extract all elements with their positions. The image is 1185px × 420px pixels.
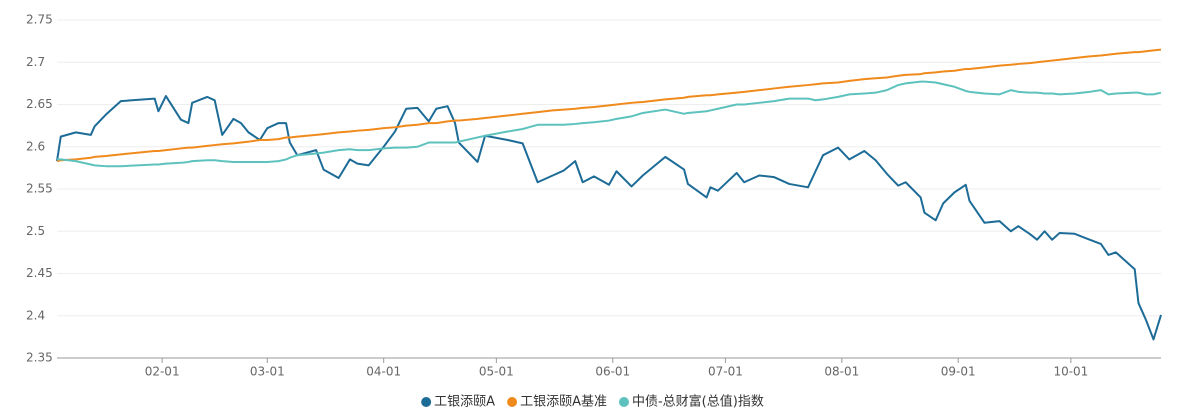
x-tick-label: 09-01 (941, 365, 976, 379)
x-tick-label: 07-01 (708, 365, 743, 379)
x-tick-label: 03-01 (250, 365, 285, 379)
y-tick-label: 2.65 (26, 97, 53, 111)
series-line (57, 80, 1162, 168)
legend-marker (507, 397, 518, 407)
legend-label: 工银添颐A基准 (520, 395, 607, 410)
x-tick-label: 10-01 (1053, 365, 1088, 379)
y-tick-label: 2.7 (26, 55, 45, 69)
series-line (56, 95, 1162, 341)
y-tick-label: 2.6 (26, 139, 45, 153)
legend-marker (421, 397, 432, 407)
legend-label: 中债-总财富(总值)指数 (632, 394, 764, 410)
x-tick-label: 05-01 (479, 365, 514, 379)
y-tick-label: 2.55 (26, 182, 53, 196)
x-tick-label: 04-01 (366, 365, 401, 379)
legend: 工银添颐A 工银添颐A基准 中债-总财富(总值)指数 (421, 394, 764, 410)
x-tick-label: 02-01 (145, 365, 180, 379)
y-tick-label: 2.75 (26, 13, 53, 27)
y-tick-label: 2.35 (26, 351, 53, 365)
y-tick-label: 2.4 (26, 308, 45, 322)
series-line (56, 48, 1162, 163)
y-tick-label: 2.45 (26, 266, 53, 280)
y-tick-label: 2.5 (26, 224, 45, 238)
x-tick-label: 08-01 (824, 365, 859, 379)
legend-label: 工银添颐A (434, 395, 495, 410)
legend-marker (618, 397, 629, 407)
x-tick-label: 06-01 (595, 365, 630, 379)
